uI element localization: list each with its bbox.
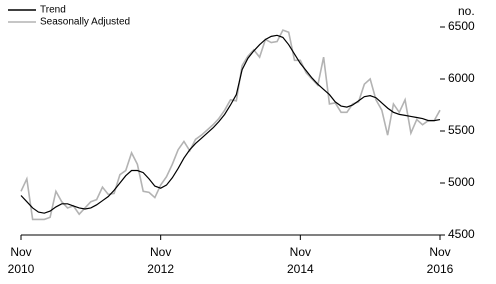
x-tick-label: Nov 2012 (147, 245, 174, 276)
y-tick-label: 6000 (448, 71, 475, 85)
y-tick-label: 4500 (448, 227, 475, 241)
y-tick-label: 5500 (448, 123, 475, 137)
x-tick-label: Nov 2014 (286, 245, 314, 276)
series-line (20, 34, 441, 214)
y-tick-label: 5000 (448, 175, 475, 189)
x-tick-label: Nov 2010 (7, 245, 35, 276)
legend-label: Trend (40, 5, 66, 16)
series-line (20, 29, 441, 221)
legend-label: Seasonally Adjusted (40, 17, 130, 28)
x-tick-label: Nov 2016 (426, 245, 454, 276)
y-axis-label: no. (458, 4, 475, 18)
y-tick-label: 6500 (448, 19, 475, 33)
